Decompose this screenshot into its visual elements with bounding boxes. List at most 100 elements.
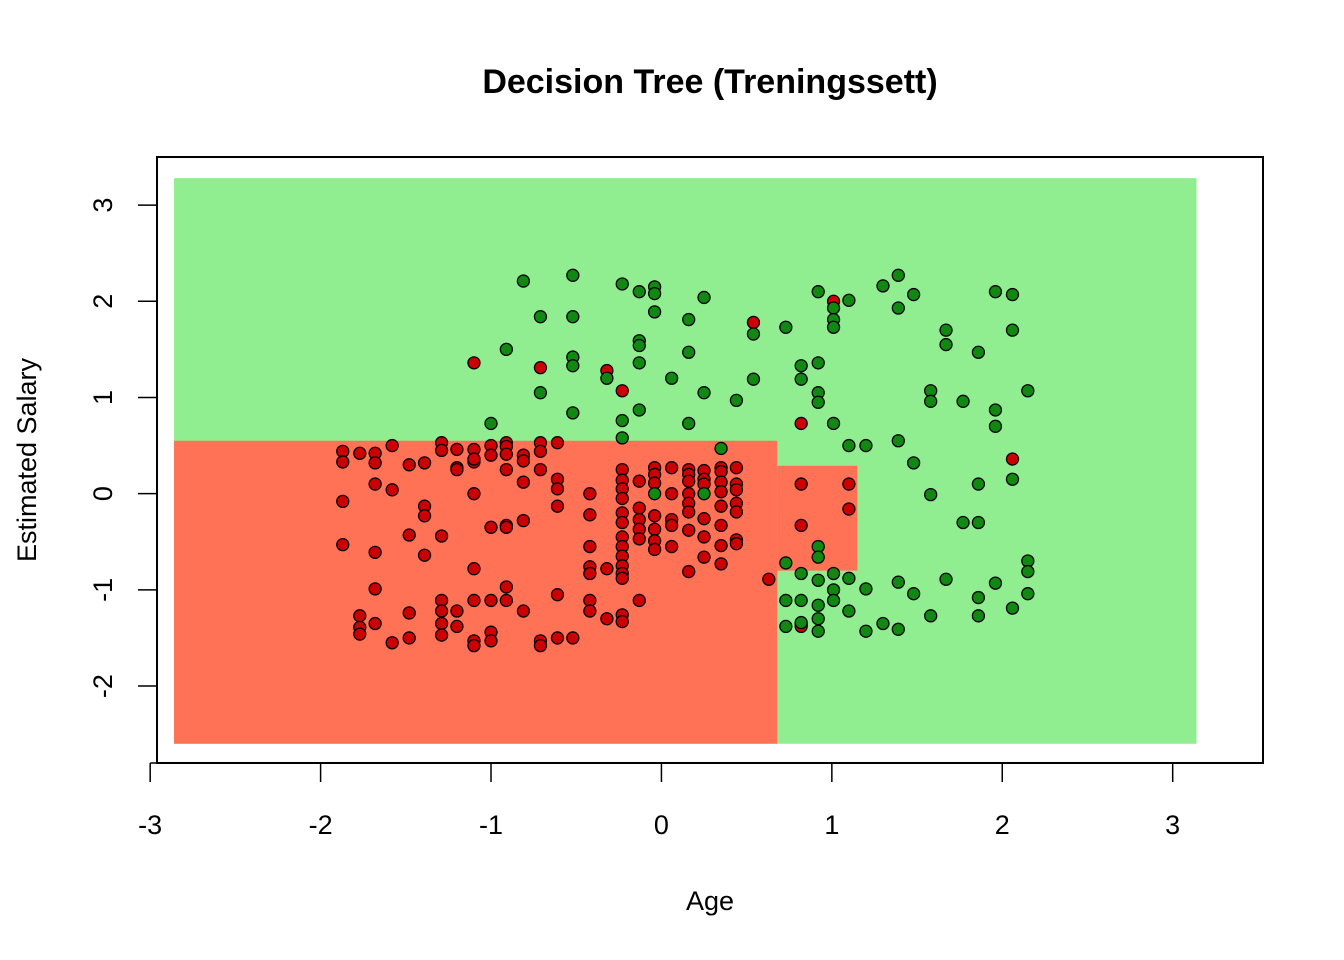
point-class-0: [385, 483, 399, 497]
point-class-1: [794, 593, 808, 608]
y-axis-label: Estimated Salary: [12, 357, 42, 562]
point-class-1: [842, 604, 856, 618]
point-class-1: [697, 386, 711, 400]
point-class-1: [682, 312, 696, 327]
point-class-0: [484, 593, 498, 608]
point-class-0: [353, 609, 367, 623]
point-class-1: [632, 285, 646, 299]
point-class-1: [615, 431, 629, 445]
x-tick-label: -2: [309, 810, 333, 840]
point-class-1: [811, 598, 825, 612]
point-class-1: [1021, 384, 1035, 398]
point-class-1: [779, 593, 793, 608]
point-class-1: [615, 413, 629, 428]
point-class-0: [794, 477, 808, 491]
point-class-1: [826, 593, 841, 608]
point-class-0: [385, 636, 399, 650]
point-class-1: [811, 612, 825, 626]
point-class-0: [550, 499, 565, 513]
point-class-0: [434, 616, 449, 631]
point-class-0: [402, 458, 416, 472]
point-class-0: [632, 593, 646, 608]
point-class-1: [826, 566, 841, 581]
point-class-0: [615, 614, 629, 629]
point-class-1: [1021, 564, 1035, 579]
point-class-1: [811, 395, 825, 409]
point-class-1: [826, 301, 841, 315]
point-class-1: [891, 301, 905, 315]
point-class-0: [647, 542, 662, 557]
point-class-1: [632, 338, 646, 353]
point-class-0: [566, 631, 580, 645]
point-class-1: [842, 438, 856, 453]
point-class-1: [906, 287, 921, 302]
point-class-0: [516, 475, 531, 489]
decision-regions: [174, 178, 1197, 744]
point-class-0: [434, 529, 449, 543]
point-class-0: [794, 518, 808, 533]
point-class-0: [368, 456, 382, 470]
point-class-0: [697, 550, 711, 564]
point-class-1: [906, 587, 921, 601]
point-class-0: [729, 483, 744, 497]
x-axis: -3 -2 -1 0 1 2 3: [138, 762, 1180, 840]
y-axis: -2 -1 0 1 2 3: [88, 198, 158, 698]
point-class-0: [665, 461, 679, 475]
point-class-0: [632, 474, 646, 488]
point-class-0: [467, 356, 481, 370]
point-class-1: [826, 320, 841, 334]
point-class-1: [811, 356, 825, 370]
y-tick-label: 3: [88, 198, 118, 213]
point-class-0: [499, 447, 514, 461]
point-class-1: [566, 406, 580, 420]
point-class-0: [353, 627, 367, 641]
point-class-0: [368, 616, 382, 631]
point-class-1: [924, 394, 938, 408]
point-class-1: [971, 477, 986, 491]
point-class-1: [566, 359, 580, 373]
point-class-0: [600, 612, 614, 626]
point-class-0: [550, 436, 565, 450]
point-class-0: [729, 461, 744, 475]
point-class-1: [971, 515, 986, 530]
chart-title: Decision Tree (Treningssett): [482, 63, 937, 101]
point-class-1: [714, 441, 728, 456]
point-class-0: [615, 515, 629, 530]
point-class-0: [632, 501, 646, 515]
point-class-1: [566, 310, 580, 324]
point-class-0: [647, 522, 662, 536]
point-class-1: [811, 285, 825, 299]
point-class-0: [499, 593, 514, 608]
point-class-1: [499, 342, 514, 357]
point-class-1: [891, 622, 905, 636]
point-class-0: [516, 454, 531, 468]
point-class-0: [600, 562, 614, 576]
point-class-0: [550, 482, 565, 496]
point-class-0: [746, 315, 761, 330]
point-class-0: [450, 462, 464, 477]
point-class-0: [336, 537, 350, 552]
point-class-0: [697, 530, 711, 544]
point-class-0: [665, 539, 679, 554]
data-points: [336, 268, 1035, 653]
point-class-0: [402, 528, 416, 542]
point-class-0: [1005, 452, 1020, 466]
point-class-0: [714, 485, 728, 499]
point-class-1: [939, 337, 953, 352]
point-class-1: [1021, 587, 1035, 601]
point-class-0: [467, 593, 481, 608]
point-class-0: [714, 499, 728, 513]
point-class-0: [467, 638, 481, 653]
y-tick-label: 2: [88, 294, 118, 309]
point-class-0: [682, 564, 696, 579]
point-class-1: [632, 356, 646, 370]
point-class-1: [665, 371, 679, 385]
point-class-0: [550, 631, 565, 645]
point-class-0: [353, 446, 367, 460]
point-class-1: [811, 573, 825, 587]
point-class-0: [714, 538, 728, 553]
point-class-1: [779, 320, 793, 334]
x-axis-label: Age: [686, 886, 734, 916]
point-class-1: [1005, 323, 1020, 337]
point-class-1: [1005, 287, 1020, 302]
